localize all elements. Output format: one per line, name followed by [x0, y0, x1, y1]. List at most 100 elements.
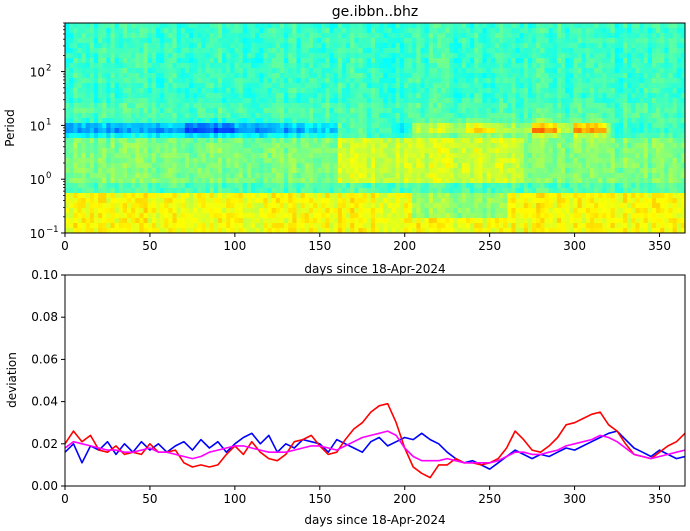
heatmap-cell: [399, 93, 405, 99]
heatmap-cell: [81, 218, 87, 224]
heatmap-cell: [325, 53, 331, 59]
heatmap-cell: [102, 138, 107, 144]
heatmap-cell: [424, 153, 430, 159]
heatmap-cell: [279, 113, 285, 119]
heatmap-cell: [296, 58, 302, 64]
heatmap-cell: [354, 78, 360, 84]
heatmap-cell: [93, 143, 99, 149]
heatmap-cell: [403, 183, 409, 189]
heatmap-cell: [135, 218, 140, 224]
heatmap-cell: [234, 83, 240, 89]
heatmap-cell: [465, 118, 471, 124]
heatmap-cell: [160, 63, 165, 69]
heatmap-cell: [503, 123, 508, 129]
heatmap-cell: [209, 123, 215, 129]
heatmap-cell: [193, 138, 198, 144]
heatmap-cell: [184, 93, 190, 99]
heatmap-cell: [544, 188, 550, 194]
heatmap-cell: [110, 223, 116, 229]
heatmap-cell: [255, 208, 260, 214]
heatmap-cell: [73, 133, 78, 139]
heatmap-cell: [238, 108, 244, 114]
heatmap-cell: [213, 23, 219, 29]
heatmap-cell: [222, 208, 227, 214]
heatmap-cell: [408, 58, 413, 64]
heatmap-cell: [457, 93, 463, 99]
heatmap-cell: [346, 88, 351, 94]
heatmap-cell: [242, 228, 248, 233]
heatmap-cell: [432, 58, 438, 64]
heatmap-cell: [321, 143, 326, 149]
heatmap-cell: [143, 223, 149, 229]
heatmap-cell: [321, 38, 326, 44]
heatmap-cell: [213, 143, 219, 149]
heatmap-cell: [209, 98, 215, 104]
heatmap-cell: [89, 83, 95, 89]
heatmap-cell: [346, 83, 351, 89]
heatmap-cell: [222, 228, 227, 233]
heatmap-cell: [139, 123, 145, 129]
heatmap-cell: [474, 188, 479, 194]
heatmap-cell: [184, 123, 190, 129]
heatmap-cell: [238, 93, 244, 99]
heatmap-cell: [279, 188, 285, 194]
heatmap-cell: [160, 128, 165, 134]
heatmap-cell: [73, 48, 78, 54]
heatmap-cell: [532, 63, 537, 69]
heatmap-cell: [408, 68, 413, 74]
heatmap-cell: [155, 58, 161, 64]
heatmap-cell: [383, 163, 388, 169]
heatmap-cell: [428, 43, 434, 49]
heatmap-cell: [184, 78, 190, 84]
heatmap-cell: [160, 48, 165, 54]
heatmap-cell: [329, 153, 335, 159]
heatmap-cell: [321, 163, 326, 169]
heatmap-cell: [519, 158, 525, 164]
heatmap-cell: [147, 73, 153, 79]
heatmap-cell: [494, 143, 500, 149]
heatmap-cell: [271, 43, 277, 49]
heatmap-cell: [499, 138, 504, 144]
heatmap-cell: [143, 48, 149, 54]
heatmap-cell: [164, 23, 169, 29]
heatmap-cell: [263, 143, 269, 149]
heatmap-cell: [110, 53, 116, 59]
heatmap-cell: [85, 58, 91, 64]
heatmap-cell: [147, 78, 153, 84]
heatmap-cell: [98, 88, 103, 94]
heatmap-cell: [184, 163, 190, 169]
heatmap-cell: [325, 178, 331, 184]
heatmap-cell: [85, 48, 91, 54]
heatmap-cell: [271, 168, 277, 174]
heatmap-cell: [73, 203, 78, 209]
heatmap-cell: [172, 23, 178, 29]
heatmap-cell: [441, 98, 446, 104]
heatmap-cell: [197, 223, 202, 229]
heatmap-cell: [453, 148, 459, 154]
heatmap-cell: [499, 208, 504, 214]
heatmap-cell: [366, 133, 372, 139]
heatmap-cell: [135, 83, 140, 89]
heatmap-cell: [366, 43, 372, 49]
heatmap-cell: [412, 223, 417, 229]
heatmap-cell: [85, 123, 91, 129]
heatmap-cell: [275, 138, 281, 144]
heatmap-cell: [321, 228, 326, 233]
heatmap-cell: [160, 218, 165, 224]
heatmap-cell: [403, 48, 409, 54]
heatmap-cell: [420, 68, 426, 74]
heatmap-cell: [461, 103, 467, 109]
heatmap-cell: [255, 78, 260, 84]
heatmap-cell: [379, 208, 384, 214]
heatmap-cell: [317, 108, 322, 114]
heatmap-cell: [65, 163, 70, 169]
heatmap-cell: [114, 38, 120, 44]
heatmap-cell: [412, 183, 417, 189]
heatmap-cell: [263, 63, 269, 69]
heatmap-cell: [213, 198, 219, 204]
heatmap-cell: [408, 23, 413, 29]
heatmap-cell: [420, 123, 426, 129]
heatmap-cell: [172, 108, 178, 114]
heatmap-cell: [85, 198, 91, 204]
heatmap-cell: [383, 58, 388, 64]
